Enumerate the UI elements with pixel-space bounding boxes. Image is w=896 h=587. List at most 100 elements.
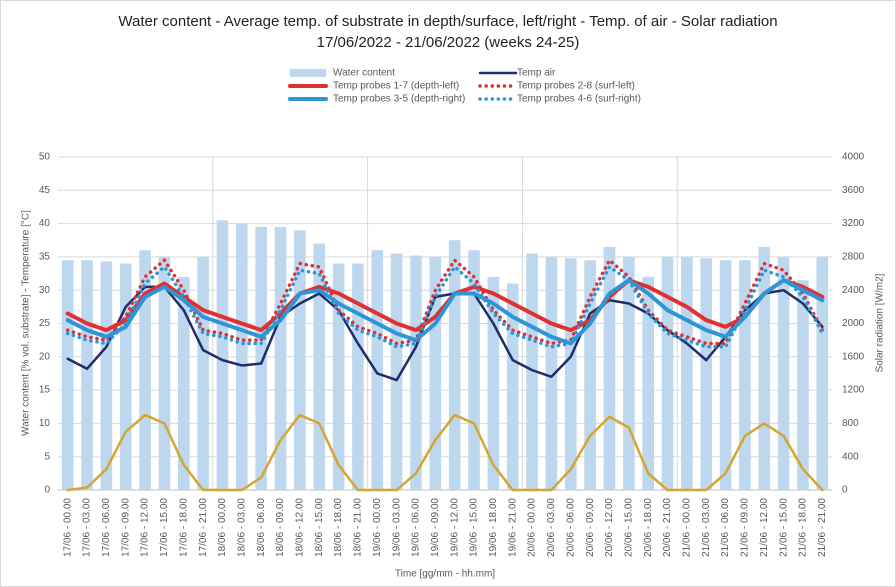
y-tick-label: 15 xyxy=(39,385,51,396)
bar xyxy=(158,256,171,490)
y2-axis-label: Solar radiation [W/m2] xyxy=(875,273,886,372)
x-tick-label: 18/06 - 21.00 xyxy=(353,498,364,557)
bar xyxy=(216,220,229,490)
x-tick-label: 18/06 - 09.00 xyxy=(275,498,286,557)
y2-tick-label: 400 xyxy=(842,451,859,462)
x-tick-label: 20/06 - 00.00 xyxy=(527,498,538,557)
bar xyxy=(623,256,635,490)
y-tick-label: 35 xyxy=(39,252,51,263)
y2-tick-label: 2000 xyxy=(842,318,865,329)
x-tick-label: 21/06 - 00.00 xyxy=(682,498,693,557)
y-tick-label: 25 xyxy=(39,318,51,329)
line-series xyxy=(66,285,824,382)
chart-subtitle: 17/06/2022 - 21/06/2022 (weeks 24-25) xyxy=(317,34,580,51)
legend-label: Temp air xyxy=(517,68,556,79)
x-tick-label: 17/06 - 06.00 xyxy=(101,498,112,557)
x-tick-label: 20/06 - 21.00 xyxy=(662,498,673,557)
x-tick-label: 18/06 - 15.00 xyxy=(314,498,325,557)
bar xyxy=(390,253,403,490)
bar xyxy=(700,258,713,490)
y2-tick-label: 800 xyxy=(842,418,859,429)
y-tick-label: 40 xyxy=(39,218,51,229)
x-tick-label: 20/06 - 18.00 xyxy=(643,498,654,557)
bar xyxy=(816,256,829,490)
x-tick-label: 19/06 - 09.00 xyxy=(430,498,441,557)
bar xyxy=(603,246,616,490)
bar xyxy=(197,256,209,490)
x-tick-label: 17/06 - 18.00 xyxy=(178,498,189,557)
x-tick-label: 20/06 - 12.00 xyxy=(604,498,615,557)
x-tick-label: 20/06 - 03.00 xyxy=(546,498,557,557)
x-tick-label: 20/06 - 09.00 xyxy=(585,498,596,557)
x-tick-label: 20/06 - 15.00 xyxy=(623,498,634,557)
bar xyxy=(526,253,538,490)
bar xyxy=(313,243,326,490)
x-tick-label: 21/06 - 09.00 xyxy=(740,498,751,557)
x-tick-label: 18/06 - 06.00 xyxy=(256,498,267,557)
y2-tick-label: 2400 xyxy=(842,285,865,296)
bar xyxy=(255,226,267,490)
y2-tick-label: 3600 xyxy=(842,185,865,196)
x-tick-label: 21/06 - 06.00 xyxy=(720,498,731,557)
bar xyxy=(236,223,248,490)
x-tick-label: 19/06 - 15.00 xyxy=(469,498,480,557)
line-series xyxy=(65,278,825,346)
bar xyxy=(468,250,480,490)
y2-tick-label: 2800 xyxy=(842,252,865,263)
bar xyxy=(371,250,384,490)
x-tick-label: 21/06 - 12.00 xyxy=(759,498,770,557)
bar xyxy=(584,260,596,490)
x-axis-label: Time [gg/mm - hh.mm] xyxy=(395,569,495,580)
bar xyxy=(332,263,345,490)
bar xyxy=(139,250,151,490)
y-tick-label: 30 xyxy=(39,285,51,296)
x-tick-label: 19/06 - 06.00 xyxy=(411,498,422,557)
bar xyxy=(487,276,500,490)
bar xyxy=(758,246,771,490)
y-tick-label: 0 xyxy=(44,485,50,496)
x-tick-label: 19/06 - 12.00 xyxy=(449,498,460,557)
bar xyxy=(642,276,654,490)
y2-tick-label: 0 xyxy=(842,485,848,496)
x-tick-label: 21/06 - 21.00 xyxy=(817,498,828,557)
bar xyxy=(61,260,74,490)
x-tick-label: 17/06 - 15.00 xyxy=(159,498,170,557)
y-tick-label: 20 xyxy=(39,351,51,362)
bar xyxy=(777,256,790,490)
bar xyxy=(506,283,519,490)
x-tick-label: 17/06 - 03.00 xyxy=(82,498,93,557)
x-tick-label: 18/06 - 03.00 xyxy=(236,498,247,557)
x-tick-label: 21/06 - 15.00 xyxy=(778,498,789,557)
x-tick-label: 17/06 - 09.00 xyxy=(120,498,131,557)
line-series xyxy=(65,258,825,346)
legend-label: Temp probes 1-7 (depth-left) xyxy=(333,81,459,92)
chart-title: Water content - Average temp. of substra… xyxy=(118,13,777,30)
x-tick-label: 19/06 - 18.00 xyxy=(488,498,499,557)
bar xyxy=(100,261,113,490)
legend-label: Temp probes 3-5 (depth-right) xyxy=(333,94,465,105)
x-tick-label: 18/06 - 18.00 xyxy=(333,498,344,557)
y2-tick-label: 1600 xyxy=(842,351,865,362)
x-tick-label: 20/06 - 06.00 xyxy=(565,498,576,557)
x-tick-label: 17/06 - 21.00 xyxy=(198,498,209,557)
bar xyxy=(294,230,306,490)
bar xyxy=(429,256,442,490)
bar xyxy=(739,260,751,490)
bar xyxy=(274,226,287,490)
bar xyxy=(681,256,693,490)
x-tick-label: 19/06 - 00.00 xyxy=(372,498,383,557)
bar xyxy=(448,240,461,490)
line-series xyxy=(66,413,824,492)
line-series xyxy=(65,265,825,349)
x-tick-label: 17/06 - 12.00 xyxy=(140,498,151,557)
bar xyxy=(410,255,422,490)
bar xyxy=(797,280,809,490)
bar xyxy=(177,276,190,490)
bar xyxy=(545,256,558,490)
bar xyxy=(81,260,93,490)
x-tick-label: 21/06 - 18.00 xyxy=(798,498,809,557)
x-tick-label: 18/06 - 12.00 xyxy=(295,498,306,557)
legend-label: Temp probes 4-6 (surf-right) xyxy=(517,94,641,105)
y-tick-label: 5 xyxy=(44,451,50,462)
